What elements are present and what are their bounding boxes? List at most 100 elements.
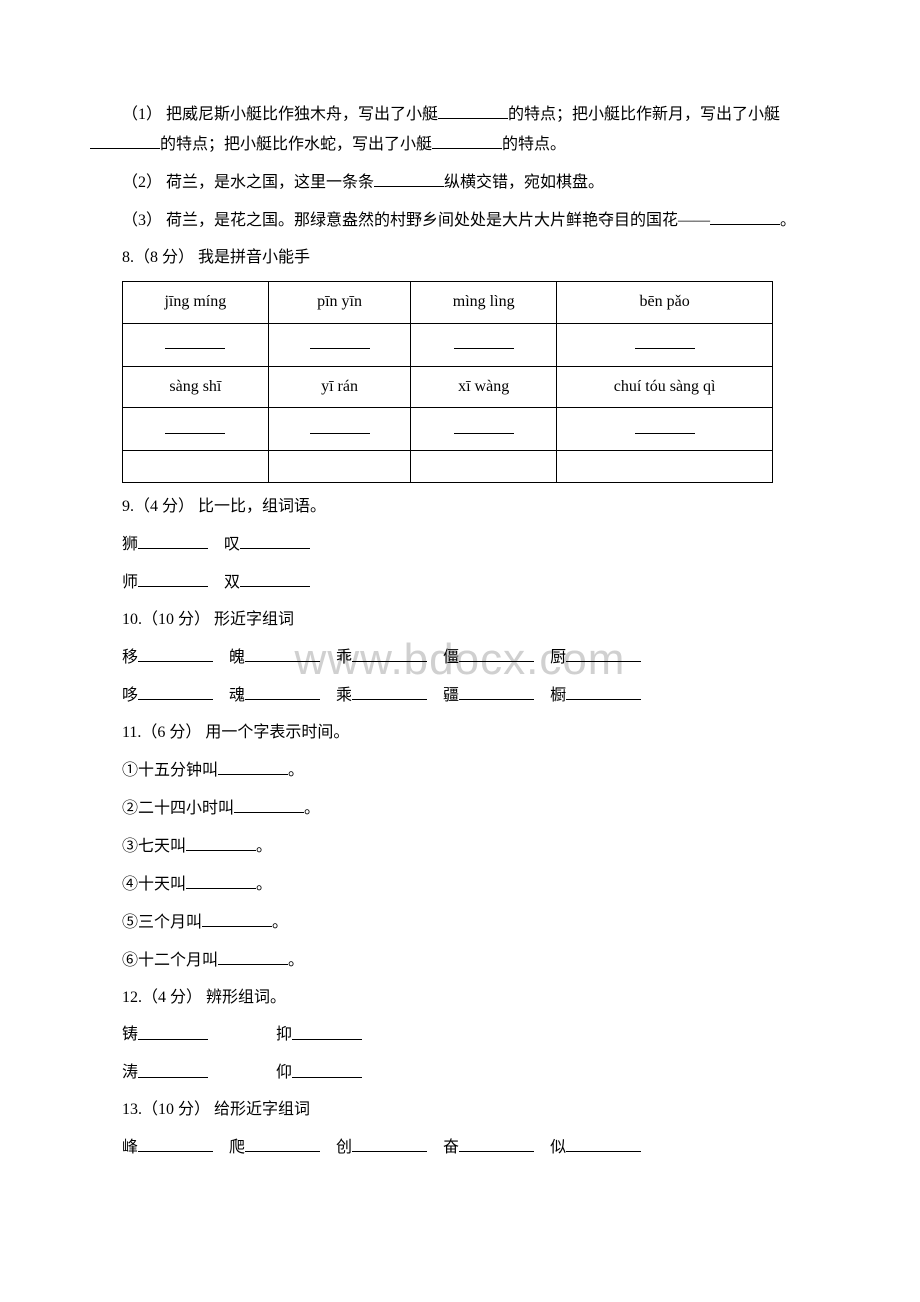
blank (240, 568, 310, 587)
q13-title: 13.（10 分） 给形近字组词 (90, 1096, 830, 1125)
blank (566, 643, 641, 662)
text: 的特点。 (502, 136, 566, 153)
text: （2） 荷兰，是水之国，这里一条条 (122, 174, 374, 191)
q8-title: 8.（8 分） 我是拼音小能手 (90, 244, 830, 273)
text: （1） 把威尼斯小艇比作独木舟，写出了小艇 (122, 106, 438, 123)
char: 厨 (550, 649, 566, 666)
blank (566, 681, 641, 700)
char: 双 (224, 574, 240, 591)
blank (234, 794, 304, 813)
q10-title: 10.（10 分） 形近字组词 (90, 606, 830, 635)
cell (557, 408, 773, 451)
cell (268, 323, 411, 366)
table-row (123, 408, 773, 451)
char: 魄 (229, 649, 245, 666)
text: 的特点；把小艇比作新月，写出了小艇 (508, 106, 780, 123)
table-row (123, 323, 773, 366)
text: ⑤三个月叫 (122, 914, 202, 931)
text: ①十五分钟叫 (122, 762, 218, 779)
cell (123, 323, 269, 366)
char: 僵 (443, 649, 459, 666)
table-row: jīng míng pīn yīn mìng lìng bēn pǎo (123, 281, 773, 323)
q7-part2: （2） 荷兰，是水之国，这里一条条 纵横交错，宛如棋盘。 (90, 168, 830, 198)
blank (292, 1058, 362, 1077)
blank (138, 643, 213, 662)
char: 爬 (229, 1139, 245, 1156)
char: 乖 (336, 649, 352, 666)
char: 橱 (550, 687, 566, 704)
blank (138, 1058, 208, 1077)
char: 移 (122, 649, 138, 666)
blank (218, 946, 288, 965)
text: （3） 荷兰，是花之国。那绿意盎然的村野乡间处处是大片大片鲜艳夺目的国花—— (122, 212, 710, 229)
blank (352, 681, 427, 700)
cell (411, 408, 557, 451)
cell: bēn pǎo (557, 281, 773, 323)
table-row: sàng shī yī rán xī wàng chuí tóu sàng qì (123, 366, 773, 408)
blank (454, 414, 514, 433)
blank (138, 1133, 213, 1152)
blank (245, 681, 320, 700)
q11-item: ⑤三个月叫。 (90, 908, 830, 938)
text: ④十天叫 (122, 876, 186, 893)
text: 纵横交错，宛如棋盘。 (444, 174, 604, 191)
text: ③七天叫 (122, 838, 186, 855)
blank (138, 568, 208, 587)
char: 疆 (443, 687, 459, 704)
char: 乘 (336, 687, 352, 704)
cell (557, 451, 773, 483)
blank (165, 414, 225, 433)
char: 创 (336, 1139, 352, 1156)
char: 奋 (443, 1139, 459, 1156)
blank (310, 414, 370, 433)
char: 叹 (224, 536, 240, 553)
cell (411, 451, 557, 483)
blank (138, 530, 208, 549)
char: 涛 (122, 1065, 138, 1082)
blank (218, 756, 288, 775)
cell: mìng lìng (411, 281, 557, 323)
q12-line2: 涛 仰 (90, 1058, 830, 1088)
cell (268, 408, 411, 451)
q11-item: ②二十四小时叫。 (90, 794, 830, 824)
char: 仰 (276, 1065, 292, 1082)
blank (240, 530, 310, 549)
blank (186, 832, 256, 851)
blank (635, 414, 695, 433)
blank (138, 1020, 208, 1039)
text: 的特点；把小艇比作水蛇，写出了小艇 (160, 136, 432, 153)
period: 。 (256, 876, 272, 893)
period: 。 (288, 952, 304, 969)
blank (245, 643, 320, 662)
q11-item: ①十五分钟叫。 (90, 756, 830, 786)
cell (123, 408, 269, 451)
text: ⑥十二个月叫 (122, 952, 218, 969)
blank (186, 870, 256, 889)
char: 抑 (276, 1027, 292, 1044)
q7-part3: （3） 荷兰，是花之国。那绿意盎然的村野乡间处处是大片大片鲜艳夺目的国花——。 (90, 206, 830, 236)
blank (310, 330, 370, 349)
q7-part1: （1） 把威尼斯小艇比作独木舟，写出了小艇 的特点；把小艇比作新月，写出了小艇的特… (90, 100, 830, 160)
blank (459, 1133, 534, 1152)
blank (138, 681, 213, 700)
q11-title: 11.（6 分） 用一个字表示时间。 (90, 719, 830, 748)
char: 铸 (122, 1027, 138, 1044)
blank (352, 1133, 427, 1152)
blank (374, 168, 444, 187)
blank (245, 1133, 320, 1152)
cell: jīng míng (123, 281, 269, 323)
blank (352, 643, 427, 662)
q12-line1: 铸 抑 (90, 1020, 830, 1050)
q11-item: ③七天叫。 (90, 832, 830, 862)
q9-line2: 师 双 (90, 568, 830, 598)
char: 峰 (122, 1139, 138, 1156)
blank (710, 206, 780, 225)
page-content: （1） 把威尼斯小艇比作独木舟，写出了小艇 的特点；把小艇比作新月，写出了小艇的特… (90, 100, 830, 1163)
cell (268, 451, 411, 483)
char: 似 (550, 1139, 566, 1156)
q10-line1: 移 魄 乖 僵 厨 (90, 643, 830, 673)
char: 师 (122, 574, 138, 591)
blank (459, 643, 534, 662)
q11-item: ⑥十二个月叫 。 (90, 946, 830, 976)
char: 哆 (122, 687, 138, 704)
